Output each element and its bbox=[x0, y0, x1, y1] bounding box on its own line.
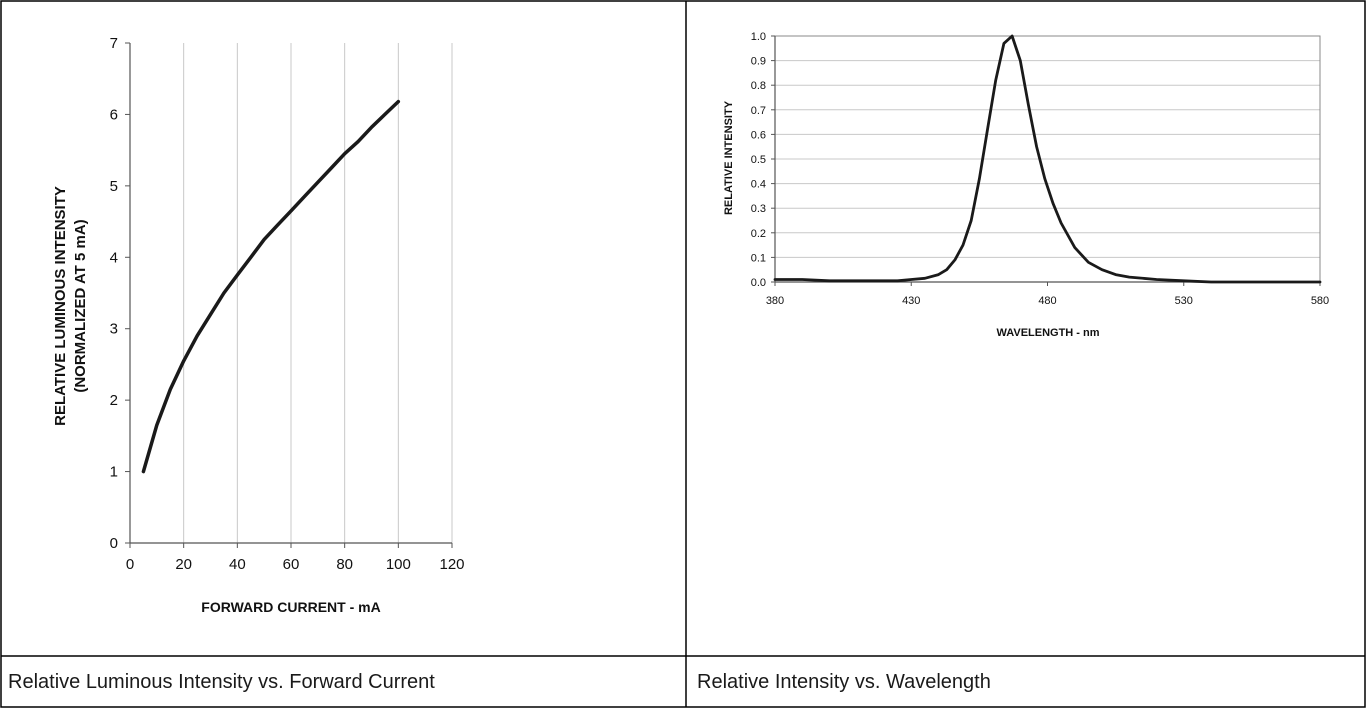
current-x-tick-label: 80 bbox=[336, 556, 353, 573]
current-series-line bbox=[141, 99, 401, 474]
wavelength-x-tick-label: 580 bbox=[1311, 295, 1329, 307]
wavelength-chart: 380 430 480 530 580 0.0 0.1 0.2 0.3 0.4 0.5 0.6 0.7… bbox=[723, 31, 1329, 339]
wavelength-y-tick-label: 0.3 bbox=[751, 203, 766, 215]
wavelength-y-tick-label: 0.0 bbox=[751, 277, 766, 289]
current-x-tick-label: 40 bbox=[229, 556, 246, 573]
current-y-tick-label: 2 bbox=[110, 392, 118, 409]
wavelength-y-tick-label: 1.0 bbox=[751, 31, 766, 43]
wavelength-chart-ylabel: RELATIVE INTENSITY bbox=[723, 100, 735, 215]
wavelength-x-tick-label: 380 bbox=[766, 295, 784, 307]
wavelength-x-tick-label: 480 bbox=[1038, 295, 1056, 307]
wavelength-y-tick-label: 0.4 bbox=[751, 179, 766, 191]
current-y-tick-label: 3 bbox=[110, 321, 118, 338]
current-chart-grid bbox=[183, 43, 453, 543]
current-chart-y-ticks: 0 1 2 3 4 5 6 7 bbox=[110, 35, 130, 552]
wavelength-y-tick-label: 0.2 bbox=[751, 228, 766, 240]
wavelength-y-tick-label: 0.1 bbox=[751, 252, 766, 264]
current-chart-xlabel: FORWARD CURRENT - mA bbox=[201, 599, 380, 615]
current-y-tick-label: 4 bbox=[110, 249, 118, 266]
current-x-tick-label: 0 bbox=[126, 556, 134, 573]
current-y-tick-label: 1 bbox=[110, 464, 118, 481]
current-y-tick-label: 6 bbox=[110, 106, 118, 123]
wavelength-y-tick-label: 0.9 bbox=[751, 56, 766, 68]
caption-current-chart: Relative Luminous Intensity vs. Forward … bbox=[8, 670, 435, 693]
wavelength-y-tick-label: 0.8 bbox=[751, 80, 766, 92]
current-chart: 0 20 40 60 80 100 120 0 1 2 3 4 5 6 7 FORWARD CURRENT… bbox=[52, 35, 465, 615]
current-x-tick-label: 20 bbox=[175, 556, 192, 573]
wavelength-x-tick-label: 430 bbox=[902, 295, 920, 307]
wavelength-y-tick-label: 0.7 bbox=[751, 105, 766, 117]
wavelength-chart-xlabel: WAVELENGTH - nm bbox=[996, 327, 1099, 339]
wavelength-x-tick-label: 530 bbox=[1175, 295, 1193, 307]
caption-wavelength-chart: Relative Intensity vs. Wavelength bbox=[697, 670, 991, 693]
current-chart-x-ticks: 0 20 40 60 80 100 120 bbox=[126, 543, 465, 573]
current-y-tick-label: 7 bbox=[110, 35, 118, 52]
wavelength-chart-grid bbox=[775, 35, 1320, 258]
current-chart-ylabel-line1: RELATIVE LUMINOUS INTENSITY bbox=[52, 186, 69, 426]
wavelength-y-tick-label: 0.6 bbox=[751, 129, 766, 141]
wavelength-y-tick-label: 0.5 bbox=[751, 154, 766, 166]
wavelength-chart-y-ticks: 0.0 0.1 0.2 0.3 0.4 0.5 0.6 0.7 0.8 0.9 1.0 bbox=[751, 31, 775, 289]
current-x-tick-label: 120 bbox=[439, 556, 464, 573]
wavelength-series-line bbox=[773, 34, 1322, 284]
current-x-tick-label: 100 bbox=[386, 556, 411, 573]
current-chart-ylabel-line2: (NORMALIZED AT 5 mA) bbox=[72, 219, 89, 392]
current-y-tick-label: 0 bbox=[110, 535, 118, 552]
wavelength-chart-x-ticks: 380 430 480 530 580 bbox=[766, 282, 1329, 307]
current-x-tick-label: 60 bbox=[283, 556, 300, 573]
current-y-tick-label: 5 bbox=[110, 178, 118, 195]
